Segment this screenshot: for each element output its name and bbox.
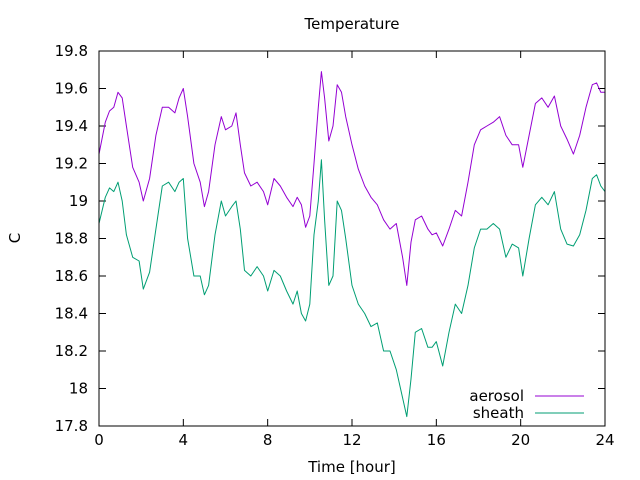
- plot-frame: [98, 50, 606, 427]
- chart-title: Temperature: [303, 15, 399, 33]
- legend-label-aerosol: aerosol: [469, 387, 524, 405]
- legend-label-sheath: sheath: [473, 404, 524, 422]
- x-tick-label: 8: [263, 431, 273, 449]
- y-tick-label: 19.8: [55, 42, 88, 60]
- x-tick-label: 4: [179, 431, 189, 449]
- x-axis-label: Time [hour]: [307, 458, 396, 476]
- y-tick-label: 18: [69, 380, 88, 398]
- series-line-sheath: [98, 159, 606, 418]
- y-tick-label: 18.2: [55, 342, 88, 360]
- series-lines: [98, 71, 606, 418]
- x-tick-label: 24: [595, 431, 614, 449]
- x-tick-label: 16: [427, 431, 446, 449]
- x-tick-label: 0: [94, 431, 104, 449]
- x-tick-label: 20: [511, 431, 530, 449]
- y-tick-label: 19.4: [55, 117, 88, 135]
- y-tick-label: 18.8: [55, 230, 88, 248]
- y-tick-label: 18.4: [55, 305, 88, 323]
- y-tick-label: 19: [69, 192, 88, 210]
- y-axis-label: C: [6, 233, 24, 243]
- y-tick-label: 19.6: [55, 80, 88, 98]
- x-tick-label: 12: [342, 431, 361, 449]
- y-tick-label: 18.6: [55, 267, 88, 285]
- y-tick-label: 19.2: [55, 155, 88, 173]
- series-line-aerosol: [98, 71, 605, 286]
- y-tick-label: 17.8: [55, 417, 88, 435]
